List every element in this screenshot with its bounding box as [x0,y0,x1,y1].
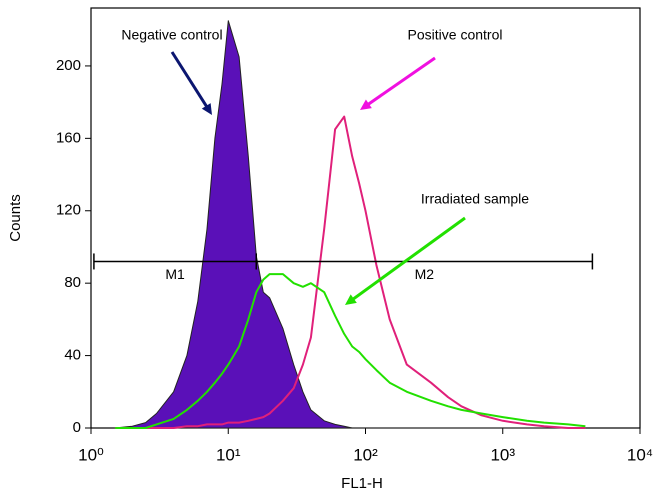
x-tick-label: 10⁴ [627,445,653,464]
series-line [115,273,586,429]
annotation: Positive control [408,27,503,43]
marker-label: M1 [165,266,185,282]
y-tick-label: 160 [56,129,81,146]
y-tick-label: 80 [64,274,81,291]
x-tick-label: 10³ [490,445,515,464]
x-tick-label: 10⁰ [78,445,104,464]
annotation-arrowhead [345,294,357,305]
y-tick-label: 0 [73,419,81,436]
x-tick-label: 10¹ [216,445,241,464]
series-line [114,20,586,429]
annotation-arrow [170,51,211,111]
annotation-arrowhead [360,99,372,110]
y-axis-label: Counts [7,194,24,242]
annotation-arrowhead [201,103,212,115]
y-tick-label: 120 [56,202,81,219]
annotation: Irradiated sample [421,191,529,207]
y-tick-label: 200 [56,57,81,74]
annotation-arrow [348,216,466,303]
marker-label: M2 [415,266,435,282]
plot-frame [90,7,641,429]
y-tick-label: 40 [64,347,81,364]
annotation-arrow [364,56,436,108]
series-line [115,115,586,429]
annotation: Negative control [121,27,222,43]
x-axis-label: FL1-H [341,475,383,492]
x-tick-label: 10² [353,445,378,464]
